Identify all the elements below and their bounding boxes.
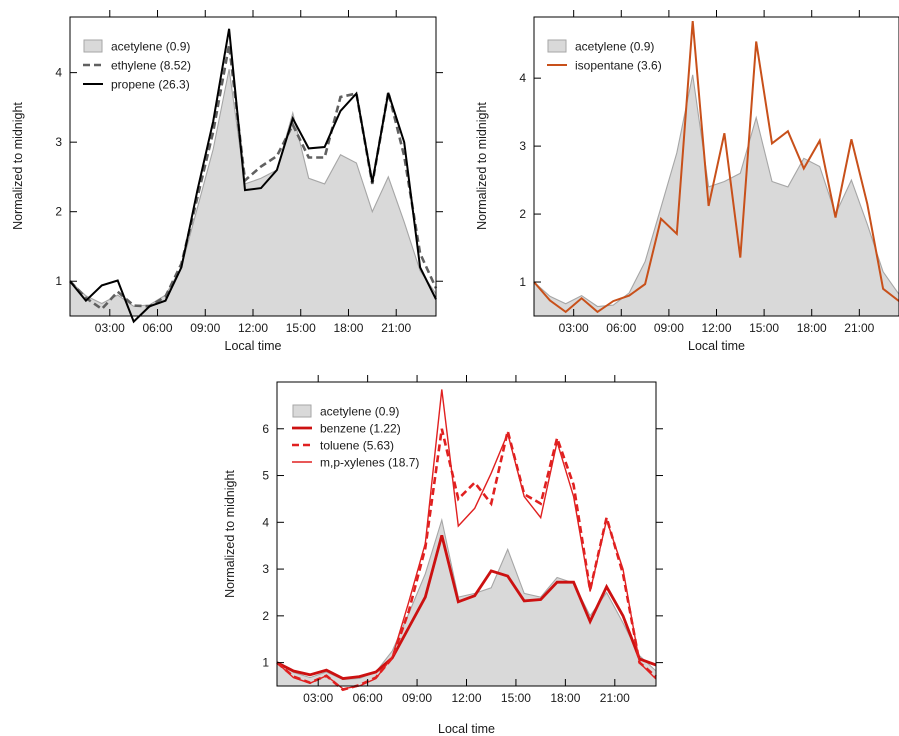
- y-tick-label: 4: [262, 515, 269, 529]
- panel-isopentane: 03:00 06:00 09:00 12:00 15:00 18:00 21:00 1 2 3 4 L…: [475, 10, 899, 353]
- y-tick-label: 4: [519, 71, 526, 85]
- x-tick-label: 15:00: [286, 321, 316, 335]
- legend-label: isopentane (3.6): [575, 59, 662, 73]
- legend-swatch-area: [292, 404, 312, 418]
- x-tick-label: 09:00: [654, 321, 684, 335]
- x-tick-label: 15:00: [501, 691, 531, 705]
- y-axis-title: Normalized to midnight: [11, 102, 25, 230]
- x-tick-label: 09:00: [402, 691, 432, 705]
- series-acetylene-area: [277, 520, 656, 686]
- series-propene-line: [69, 28, 437, 324]
- legend-label: propene (26.3): [111, 78, 190, 92]
- y-axis-title: Normalized to midnight: [223, 470, 237, 598]
- y-tick-label: 2: [262, 609, 269, 623]
- legend-swatch-area: [83, 39, 103, 53]
- y-tick-label: 1: [262, 656, 269, 670]
- x-tick-label: 18:00: [550, 691, 580, 705]
- legend-label: acetylene (0.9): [111, 40, 190, 54]
- x-tick-label: 12:00: [451, 691, 481, 705]
- legend-label: acetylene (0.9): [320, 405, 399, 419]
- x-tick-label: 15:00: [749, 321, 779, 335]
- y-axis-title: Normalized to midnight: [475, 102, 489, 230]
- x-tick-label: 21:00: [600, 691, 630, 705]
- y-tick-label: 1: [55, 274, 62, 288]
- x-axis-title: Local time: [225, 339, 282, 353]
- y-tick-label: 4: [55, 66, 62, 80]
- x-tick-label: 06:00: [606, 321, 636, 335]
- x-tick-label: 18:00: [333, 321, 363, 335]
- y-tick-label: 2: [519, 207, 526, 221]
- series-acetylene-area: [70, 69, 436, 316]
- legend-label: benzene (1.22): [320, 422, 401, 436]
- y-tick-label: 3: [262, 562, 269, 576]
- series-acetylene-outline: [69, 69, 437, 307]
- panel-hydrocarbons-c2-c3: 03:00 06:00 09:00 12:00 15:00 18:00 21:00 1 2 3 4 L…: [11, 10, 443, 353]
- y-tick-label: 3: [55, 135, 62, 149]
- x-tick-label: 21:00: [844, 321, 874, 335]
- x-tick-label: 18:00: [797, 321, 827, 335]
- legend-label: toluene (5.63): [320, 439, 394, 453]
- y-tick-label: 5: [262, 469, 269, 483]
- x-tick-label: 03:00: [303, 691, 333, 705]
- legend-label: ethylene (8.52): [111, 59, 191, 73]
- x-tick-label: 03:00: [559, 321, 589, 335]
- y-tick-label: 6: [262, 422, 269, 436]
- y-tick-label: 3: [519, 139, 526, 153]
- legend-label: acetylene (0.9): [575, 40, 654, 54]
- series-m-p-xylenes-line: [276, 389, 657, 690]
- series-acetylene-area: [534, 74, 899, 316]
- y-tick-label: 1: [519, 275, 526, 289]
- x-tick-label: 09:00: [190, 321, 220, 335]
- y-tick-label: 2: [55, 205, 62, 219]
- legend-label: m,p-xylenes (18.7): [320, 456, 419, 470]
- x-tick-label: 06:00: [353, 691, 383, 705]
- series-benzene-line: [276, 535, 657, 680]
- panel-aromatics: 03:00 06:00 09:00 12:00 15:00 18:00 21:00 1 2 3 4 5…: [223, 375, 663, 736]
- x-axis-title: Local time: [438, 722, 495, 736]
- series-ethylene-line: [69, 44, 438, 311]
- x-tick-label: 12:00: [701, 321, 731, 335]
- series-isopentane-line: [533, 21, 899, 314]
- x-tick-label: 21:00: [381, 321, 411, 335]
- x-tick-label: 12:00: [238, 321, 268, 335]
- x-tick-label: 03:00: [95, 321, 125, 335]
- x-axis-title: Local time: [688, 339, 745, 353]
- legend-swatch-area: [547, 39, 567, 53]
- x-tick-label: 06:00: [143, 321, 173, 335]
